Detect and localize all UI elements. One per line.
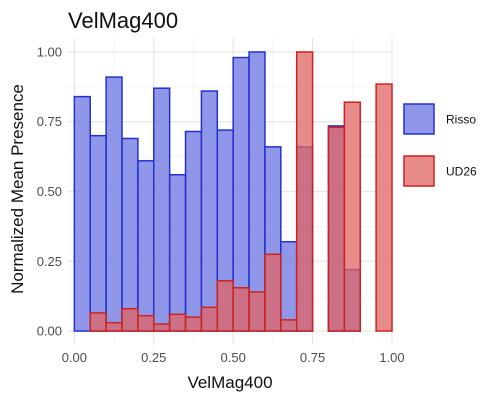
bar-ud26 <box>343 101 361 332</box>
legend: Risso UD26 <box>403 103 477 187</box>
bar-risso <box>105 76 123 332</box>
bar-risso <box>280 240 298 332</box>
bar-ud26 <box>375 83 393 332</box>
bar-risso <box>137 160 155 332</box>
bar-ud26 <box>121 307 139 332</box>
bar-risso <box>248 51 266 332</box>
chart-title: VelMag400 <box>68 8 178 33</box>
bar-risso <box>89 134 107 332</box>
bar-ud26 <box>137 314 155 332</box>
x-axis-title: VelMag400 <box>187 373 272 392</box>
bar-ud26 <box>248 291 266 332</box>
bar-ud26 <box>327 126 346 332</box>
y-tick-label: 1.00 <box>37 44 62 59</box>
bar-risso <box>153 87 171 332</box>
legend-key-ud26 <box>403 155 435 187</box>
x-tick-label: 0.75 <box>300 350 325 365</box>
y-axis-title: Normalized Mean Presence <box>8 84 27 294</box>
bar-ud26 <box>232 287 250 332</box>
bar-risso <box>168 174 187 332</box>
legend-label-ud26: UD26 <box>446 165 477 179</box>
y-tick-label: 0.00 <box>37 324 62 339</box>
bar-ud26 <box>153 323 171 332</box>
y-tick-label: 0.25 <box>37 254 62 269</box>
x-tick-label: 0.50 <box>221 350 246 365</box>
bar-ud26 <box>168 313 187 332</box>
y-tick-label: 0.75 <box>37 114 62 129</box>
bar-ud26 <box>105 321 123 332</box>
bar-ud26 <box>264 253 282 332</box>
bar-ud26 <box>89 312 107 332</box>
plot-area: 0.00 0.25 0.50 0.75 1.00 0.00 0.25 0.50 0.75 1.00 <box>37 38 405 365</box>
bar-ud26 <box>216 280 234 332</box>
bar-ud26 <box>280 319 298 332</box>
legend-label-risso: Risso <box>446 113 476 127</box>
x-tick-label: 1.00 <box>379 350 404 365</box>
legend-key-risso <box>403 103 435 135</box>
bar-risso <box>73 95 91 332</box>
bar-risso <box>121 137 139 332</box>
x-tick-label: 0.00 <box>62 350 87 365</box>
bar-ud26 <box>184 316 203 332</box>
x-tick-label: 0.25 <box>141 350 166 365</box>
y-tick-label: 0.50 <box>37 184 62 199</box>
bar-ud26 <box>295 51 314 332</box>
bar-risso <box>184 130 203 332</box>
bar-ud26 <box>200 306 219 332</box>
bar-risso <box>200 90 219 332</box>
